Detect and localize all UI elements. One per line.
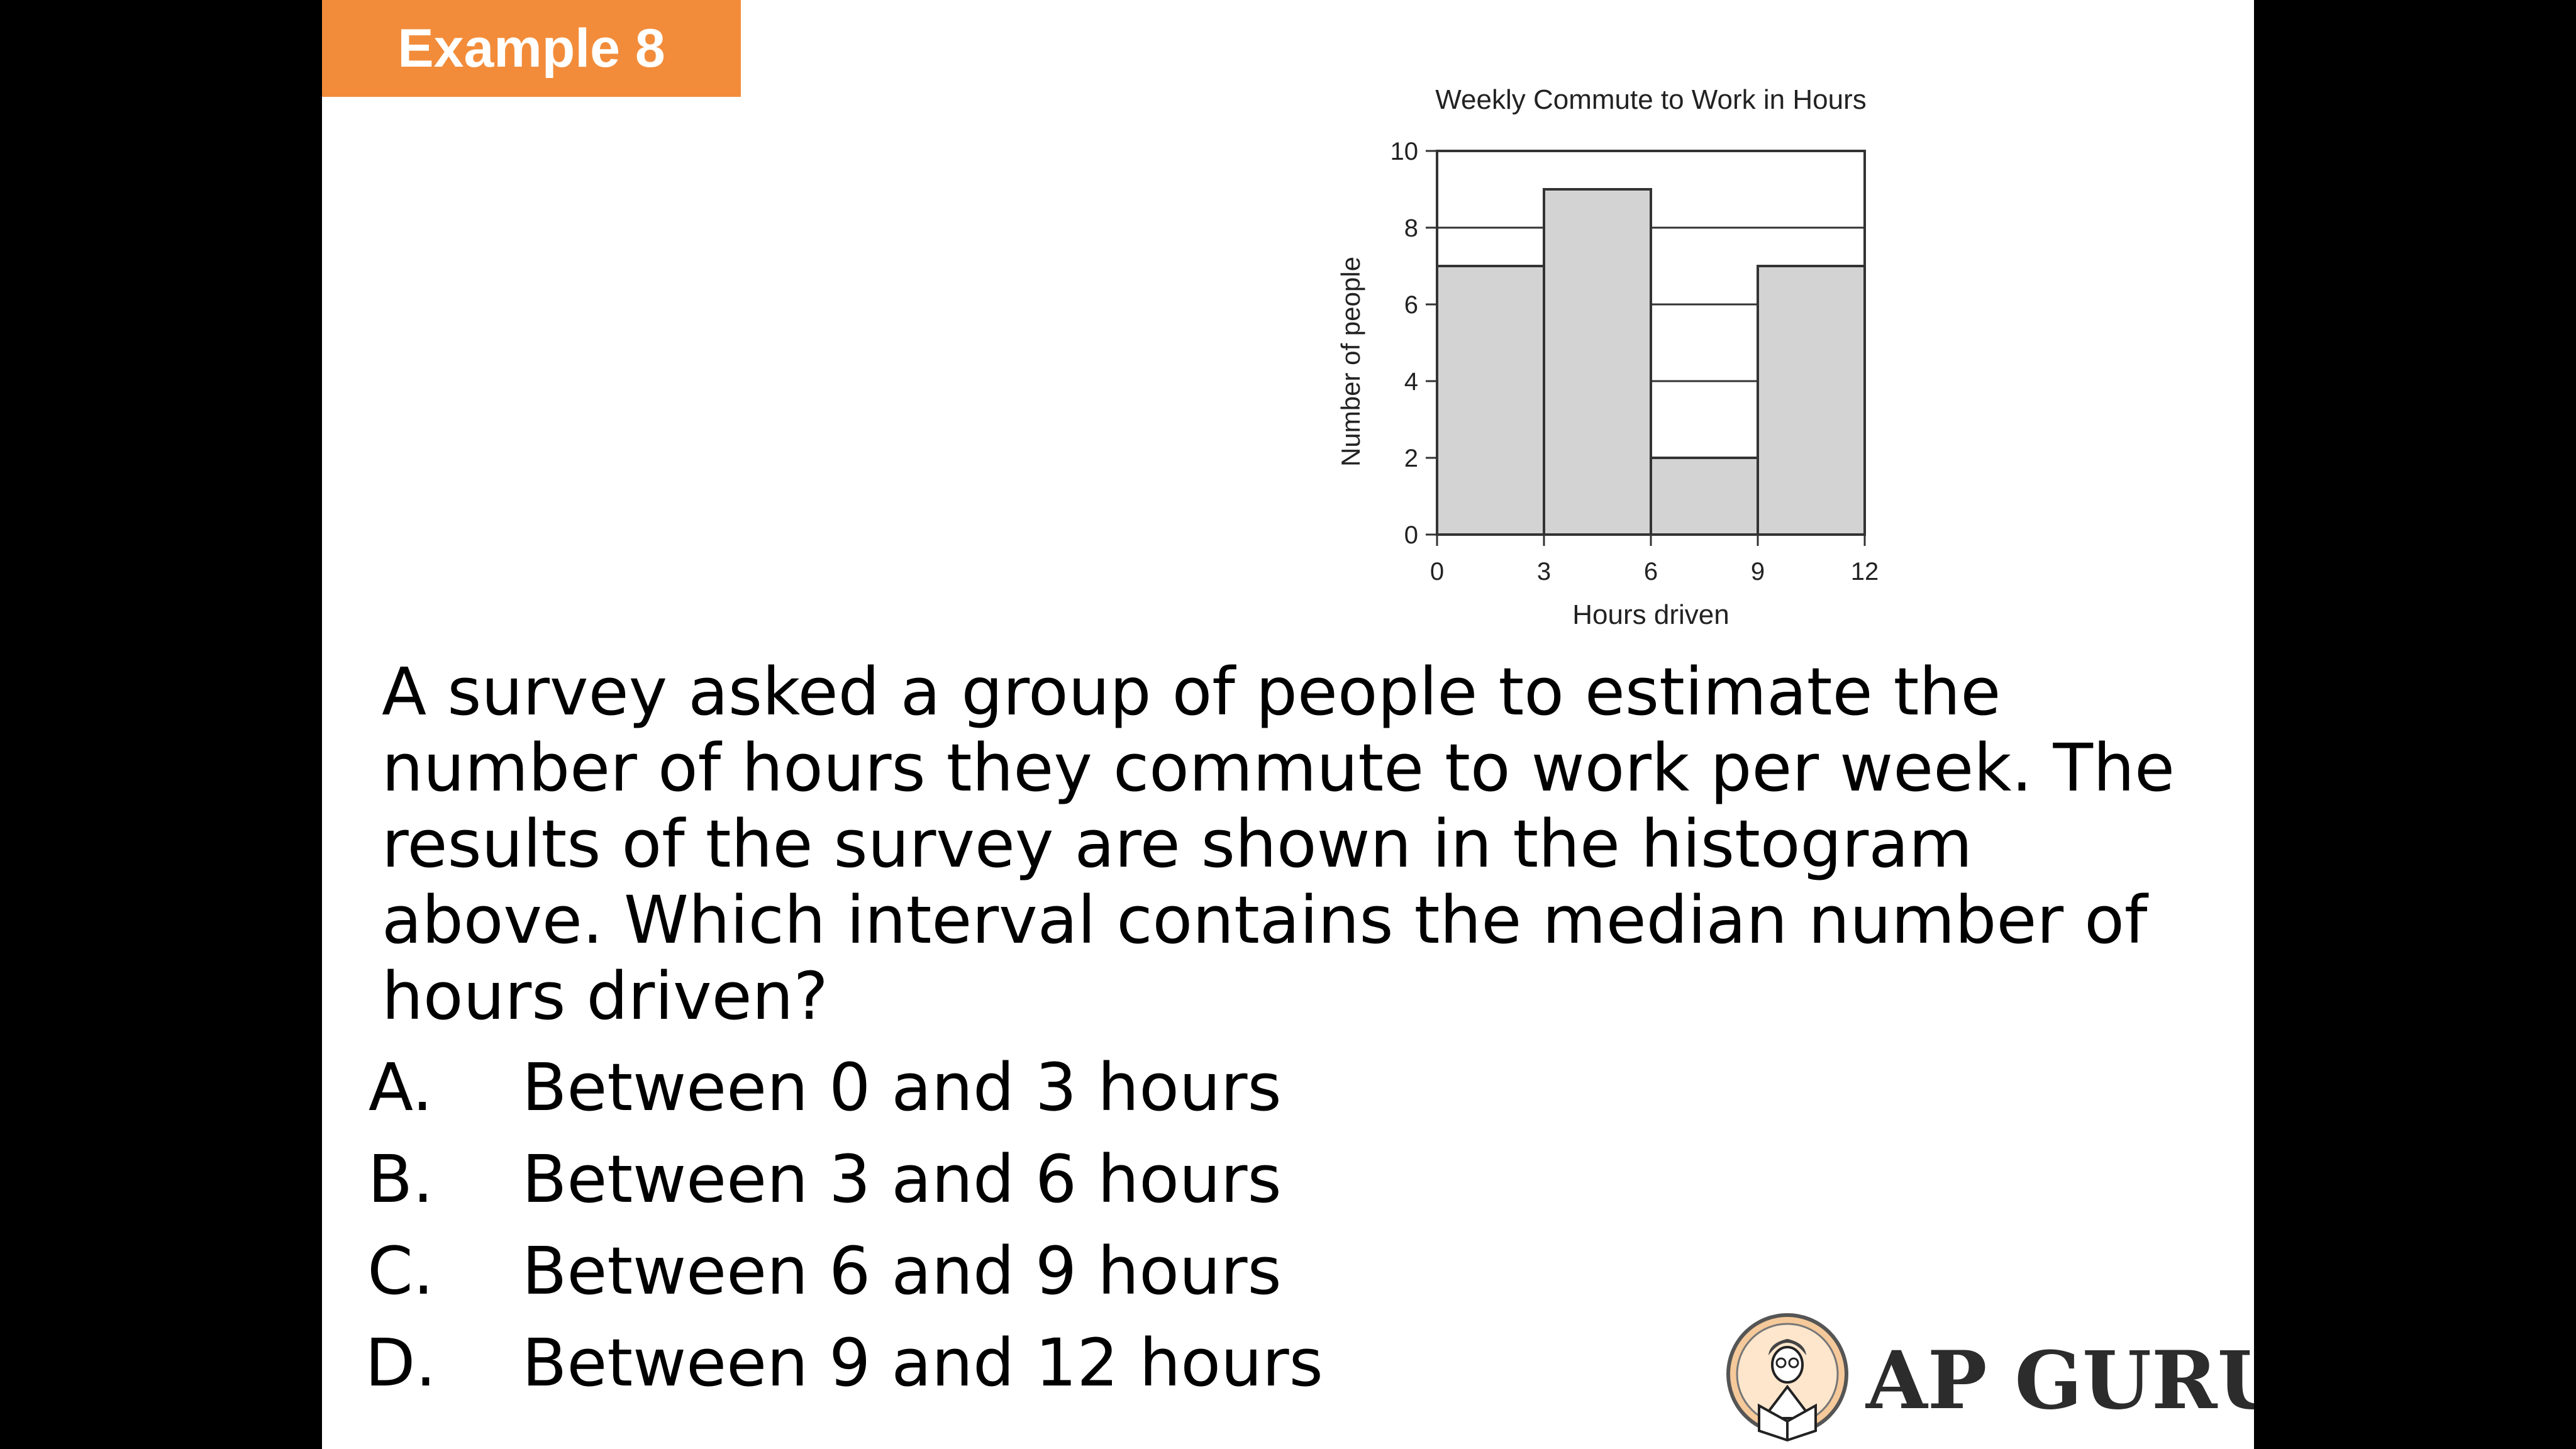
y-tick-label: 10 bbox=[1391, 138, 1419, 165]
y-tick-label: 0 bbox=[1404, 521, 1418, 549]
x-tick-label: 3 bbox=[1537, 558, 1551, 586]
histogram-svg: Weekly Commute to Work in Hours 0 2 4 6 8 10 0 3… bbox=[1336, 84, 1879, 630]
brand-name: AP GURU bbox=[1866, 1334, 2254, 1427]
option-letter: A. bbox=[368, 1049, 433, 1126]
x-axis-label: Hours driven bbox=[1572, 599, 1729, 630]
x-tick-label: 12 bbox=[1851, 558, 1879, 586]
option-d[interactable]: D. Between 9 and 12 hours bbox=[353, 1317, 1737, 1409]
histogram-bar bbox=[1543, 188, 1652, 536]
example-tag: Example 8 bbox=[322, 0, 741, 97]
option-text: Between 9 and 12 hours bbox=[522, 1324, 1323, 1401]
slide: Example 8 Weekly Commute to Work in Hour… bbox=[322, 0, 2254, 1449]
y-tick-label: 6 bbox=[1404, 291, 1418, 319]
option-text: Between 0 and 3 hours bbox=[522, 1049, 1282, 1126]
question-text: A survey asked a group of people to esti… bbox=[382, 653, 2175, 1035]
histogram-chart: Weekly Commute to Work in Hours 0 2 4 6 8 10 0 3… bbox=[987, 75, 1906, 641]
y-tick-label: 4 bbox=[1404, 368, 1418, 396]
option-a[interactable]: A. Between 0 and 3 hours bbox=[353, 1041, 1737, 1133]
histogram-bar bbox=[1757, 265, 1866, 536]
histogram-bar bbox=[1436, 265, 1545, 536]
answer-options: A. Between 0 and 3 hours B. Between 3 an… bbox=[353, 1041, 1737, 1409]
option-text: Between 6 and 9 hours bbox=[522, 1233, 1282, 1309]
option-letter: C. bbox=[367, 1233, 434, 1309]
chart-title: Weekly Commute to Work in Hours bbox=[1435, 84, 1866, 115]
option-letter: D. bbox=[365, 1324, 436, 1401]
option-b[interactable]: B. Between 3 and 6 hours bbox=[353, 1133, 1737, 1225]
x-tick-label: 0 bbox=[1430, 558, 1444, 586]
y-tick-label: 8 bbox=[1404, 214, 1418, 242]
y-axis-label: Number of people bbox=[1336, 257, 1365, 467]
reading-person-icon bbox=[1726, 1313, 1848, 1442]
option-letter: B. bbox=[367, 1141, 434, 1218]
option-text: Between 3 and 6 hours bbox=[522, 1141, 1282, 1218]
brand-block: AP GURU bbox=[1724, 1311, 2254, 1449]
x-tick-label: 6 bbox=[1644, 558, 1658, 586]
option-c[interactable]: C. Between 6 and 9 hours bbox=[353, 1225, 1737, 1317]
histogram-bar bbox=[1650, 457, 1759, 536]
y-tick-label: 2 bbox=[1404, 445, 1418, 472]
x-tick-label: 9 bbox=[1751, 558, 1765, 586]
